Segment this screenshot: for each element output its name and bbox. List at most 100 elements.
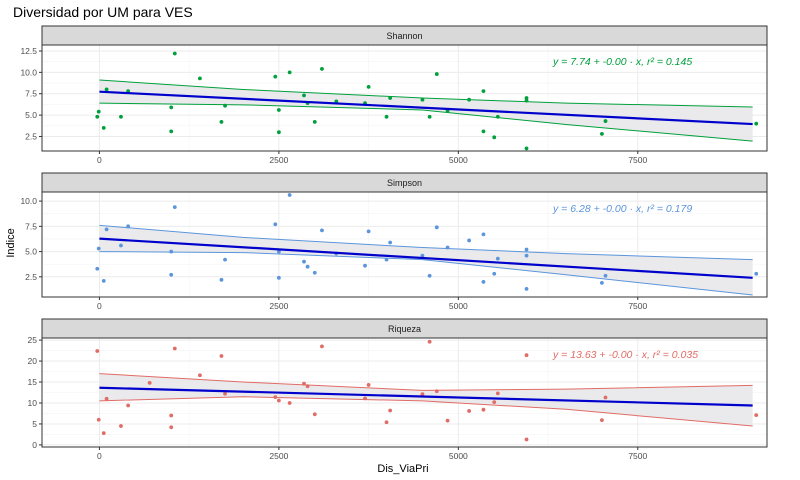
data-point bbox=[492, 400, 497, 405]
data-point bbox=[101, 431, 106, 436]
data-point bbox=[104, 227, 109, 232]
data-point bbox=[95, 266, 100, 271]
data-point bbox=[467, 409, 472, 413]
data-point bbox=[219, 120, 224, 124]
confidence-band-upper bbox=[99, 373, 753, 391]
data-point bbox=[305, 264, 310, 269]
data-point bbox=[445, 418, 450, 423]
confidence-band bbox=[99, 373, 753, 427]
x-tick-label: 0 bbox=[97, 155, 102, 165]
data-point bbox=[481, 129, 486, 134]
data-point bbox=[320, 344, 324, 349]
confidence-band bbox=[99, 80, 753, 142]
data-point bbox=[287, 401, 292, 405]
data-point bbox=[524, 96, 529, 100]
x-tick-label: 7500 bbox=[628, 155, 647, 165]
data-point bbox=[603, 395, 608, 400]
data-point bbox=[366, 229, 371, 234]
data-point bbox=[524, 247, 529, 252]
data-point bbox=[388, 408, 393, 413]
data-point bbox=[384, 114, 389, 119]
data-point bbox=[104, 87, 109, 92]
data-point bbox=[101, 278, 106, 283]
data-point bbox=[169, 272, 174, 277]
chart-title: Diversidad por UM para VES bbox=[13, 4, 193, 20]
regression-line bbox=[99, 237, 753, 279]
data-point bbox=[600, 280, 604, 285]
data-point bbox=[96, 109, 101, 114]
confidence-band-lower bbox=[99, 102, 753, 142]
data-point bbox=[172, 205, 177, 210]
regression-equation: y = 6.28 + -0.00 · x, r² = 0.179 bbox=[552, 203, 692, 215]
data-point bbox=[95, 349, 100, 353]
data-point bbox=[95, 114, 100, 119]
data-point bbox=[276, 108, 281, 112]
facet-panel-riqueza: Riqueza 0 2500 5000 7500 0 5 10 15 20 25 y = 13.63 … bbox=[28, 318, 768, 461]
data-point bbox=[524, 353, 529, 358]
x-tick-label: 7500 bbox=[628, 301, 647, 311]
data-point bbox=[119, 114, 123, 119]
data-point bbox=[492, 135, 497, 140]
y-tick-label: 5.0 bbox=[25, 247, 37, 257]
data-point bbox=[481, 89, 486, 94]
data-point bbox=[169, 105, 174, 110]
data-point bbox=[600, 418, 604, 423]
data-point bbox=[169, 129, 174, 134]
data-point bbox=[427, 339, 432, 344]
data-point bbox=[600, 132, 604, 136]
data-point bbox=[524, 287, 529, 291]
y-tick-label: 2.5 bbox=[25, 131, 37, 141]
y-tick-label: 12.5 bbox=[20, 46, 37, 56]
regression-line bbox=[99, 90, 753, 126]
data-point bbox=[119, 424, 123, 428]
data-point bbox=[434, 72, 439, 76]
x-tick-label: 5000 bbox=[449, 301, 468, 311]
y-tick-label: 7.5 bbox=[25, 89, 37, 99]
data-point bbox=[420, 392, 425, 397]
panel-border bbox=[41, 44, 768, 152]
data-point bbox=[287, 70, 292, 75]
data-point bbox=[312, 120, 317, 124]
data-point bbox=[427, 273, 432, 278]
x-tick-label: 5000 bbox=[449, 155, 468, 165]
data-point bbox=[276, 275, 281, 280]
data-point bbox=[96, 417, 101, 422]
x-tick-label: 2500 bbox=[269, 451, 288, 461]
data-point bbox=[434, 225, 439, 230]
y-tick-label: 15 bbox=[28, 377, 38, 387]
data-point bbox=[754, 271, 759, 276]
data-point bbox=[101, 126, 106, 130]
data-point bbox=[273, 395, 278, 400]
y-axis-label: Indice bbox=[5, 228, 17, 257]
data-point bbox=[104, 396, 109, 401]
data-point bbox=[420, 253, 425, 258]
data-point bbox=[384, 420, 389, 425]
data-point bbox=[427, 114, 432, 119]
y-tick-label: 10 bbox=[28, 398, 38, 408]
x-tick-label: 0 bbox=[97, 301, 102, 311]
regression-equation: y = 13.63 + -0.00 · x, r² = 0.035 bbox=[552, 349, 698, 361]
data-point bbox=[223, 391, 227, 396]
confidence-band-lower bbox=[99, 251, 753, 296]
x-tick-label: 5000 bbox=[449, 451, 468, 461]
data-point bbox=[495, 391, 500, 396]
y-tick-label: 7.5 bbox=[25, 221, 37, 231]
data-point bbox=[172, 346, 177, 351]
data-point bbox=[302, 259, 306, 264]
data-point bbox=[172, 51, 177, 56]
data-point bbox=[320, 67, 324, 71]
data-point bbox=[492, 271, 497, 276]
y-tick-label: 5.0 bbox=[25, 110, 37, 120]
data-point bbox=[276, 249, 281, 254]
data-point bbox=[302, 381, 306, 386]
data-point bbox=[223, 103, 227, 108]
data-point bbox=[169, 425, 174, 430]
data-point bbox=[524, 146, 529, 151]
data-point bbox=[524, 437, 529, 442]
data-point bbox=[384, 257, 389, 262]
facet-strip-label: Shannon bbox=[386, 31, 422, 41]
panel-border bbox=[41, 337, 768, 448]
data-point bbox=[363, 396, 367, 401]
x-tick-label: 2500 bbox=[269, 155, 288, 165]
